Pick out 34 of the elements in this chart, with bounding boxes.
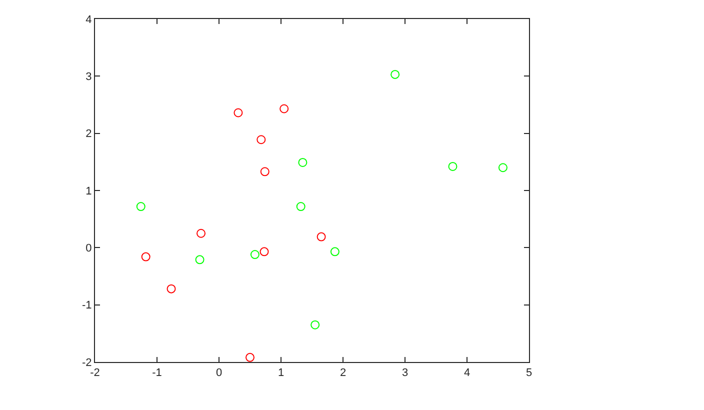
x-tick-label: 5	[526, 367, 532, 380]
x-tick-label: 0	[216, 367, 222, 380]
point	[234, 108, 243, 118]
point	[260, 167, 270, 176]
x-tick-label: 1	[278, 367, 284, 380]
point	[246, 352, 254, 362]
point	[166, 284, 176, 294]
y-tick-label: 1	[86, 185, 92, 198]
y-tick-label: -1	[82, 300, 92, 312]
point	[260, 247, 269, 256]
x-tick-label: -1	[152, 367, 162, 380]
point	[330, 247, 340, 256]
point	[448, 162, 458, 171]
y-tick-label: 0	[86, 242, 92, 255]
point	[298, 158, 308, 167]
point	[256, 135, 266, 144]
point	[136, 202, 146, 212]
point	[280, 104, 289, 114]
y-tick-label: 3	[86, 71, 92, 84]
point	[196, 228, 206, 238]
x-tick-label: 2	[340, 367, 346, 380]
point	[498, 163, 508, 172]
point	[296, 202, 306, 212]
y-tick-label: -2	[82, 356, 92, 369]
point	[141, 252, 150, 262]
point	[310, 320, 320, 330]
point	[390, 70, 400, 79]
y-tick-label: 4	[86, 14, 92, 26]
x-tick-label: 3	[402, 367, 408, 380]
x-tick-label: 4	[464, 367, 470, 380]
point	[250, 250, 260, 260]
point	[316, 232, 326, 242]
y-tick-label: 2	[86, 128, 92, 140]
point	[195, 255, 204, 264]
